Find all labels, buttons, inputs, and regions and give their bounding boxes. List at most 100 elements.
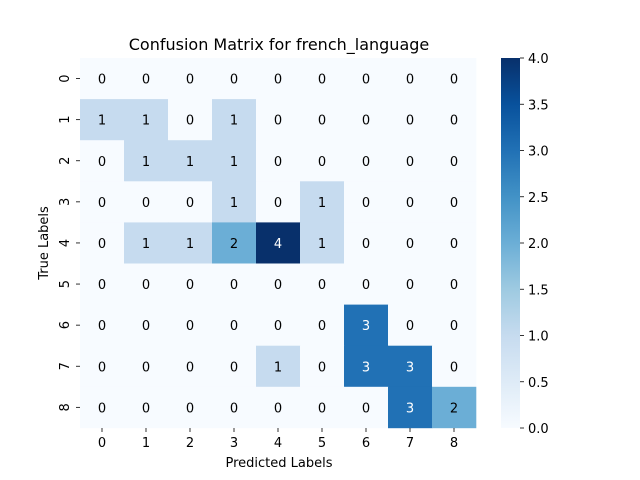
x-tick-label: 7 (406, 436, 414, 451)
y-tick-label: 8 (58, 403, 73, 411)
heatmap-cell (80, 58, 125, 100)
cell-value-label: 0 (406, 114, 414, 129)
heatmap-cell (212, 140, 257, 182)
heatmap-cell (80, 181, 125, 223)
cell-value-label: 0 (186, 319, 194, 334)
heatmap-cell (212, 386, 257, 429)
heatmap-cell (388, 345, 433, 388)
cell-value-label: 2 (450, 401, 458, 416)
heatmap-cell (300, 263, 345, 305)
heatmap-cell (256, 345, 301, 388)
heatmap-cell (432, 304, 477, 346)
cell-value-label: 0 (186, 360, 194, 375)
cell-value-label: 0 (406, 155, 414, 170)
cell-value-label: 0 (450, 360, 458, 375)
heatmap-cell (124, 222, 169, 264)
heatmap-cell (168, 181, 213, 223)
y-tick-label: 7 (58, 362, 73, 370)
x-tick-label: 0 (98, 436, 106, 451)
heatmap-cell (300, 99, 345, 141)
cell-value-label: 0 (450, 114, 458, 129)
cell-value-label: 0 (142, 196, 150, 211)
heatmap-cell (300, 58, 345, 100)
cell-value-label: 0 (142, 360, 150, 375)
cell-value-label: 1 (230, 155, 238, 170)
y-tick-label: 3 (58, 198, 73, 206)
heatmap-cell (256, 99, 301, 141)
colorbar (501, 58, 520, 428)
cell-value-label: 0 (450, 73, 458, 88)
cell-value-label: 0 (362, 196, 370, 211)
heatmap-cell (432, 263, 477, 305)
cell-value-label: 0 (98, 155, 106, 170)
x-tick-label: 3 (230, 436, 238, 451)
x-axis-ticks: 0 1 2 3 4 5 6 7 8 (98, 428, 458, 451)
heatmap-cell (80, 386, 125, 429)
heatmap-cell (80, 140, 125, 182)
cell-value-label: 0 (318, 114, 326, 129)
x-tick-label: 6 (362, 436, 370, 451)
cell-value-label: 0 (274, 401, 282, 416)
cell-value-label: 0 (362, 155, 370, 170)
cell-value-label: 3 (362, 360, 370, 375)
heatmap-cell (124, 181, 169, 223)
heatmap-cell (212, 58, 257, 100)
cell-value-label: 0 (274, 155, 282, 170)
heatmap-cell (124, 140, 169, 182)
heatmap-cell (388, 263, 433, 305)
heatmap-cell (212, 181, 257, 223)
cell-value-label: 0 (98, 196, 106, 211)
heatmap-cell (168, 263, 213, 305)
heatmap-cell (344, 386, 389, 429)
cell-value-label: 0 (230, 319, 238, 334)
heatmap-cell (212, 304, 257, 346)
heatmap-cell (432, 386, 477, 429)
heatmap-cell (344, 263, 389, 305)
cell-value-label: 0 (186, 196, 194, 211)
cell-value-label: 0 (186, 73, 194, 88)
cell-value-label: 0 (362, 73, 370, 88)
cell-value-label: 0 (98, 237, 106, 252)
heatmap-cell (344, 181, 389, 223)
heatmap-cell (300, 140, 345, 182)
x-tick-label: 1 (142, 436, 150, 451)
y-tick-label: 0 (58, 74, 73, 82)
heatmap-cell (168, 304, 213, 346)
heatmap-cell (80, 263, 125, 305)
heatmap-cell (124, 58, 169, 100)
heatmap-cell (212, 99, 257, 141)
cell-value-label: 1 (230, 196, 238, 211)
heatmap-cell (432, 181, 477, 223)
cell-value-label: 0 (406, 237, 414, 252)
cell-value-label: 0 (450, 319, 458, 334)
cell-value-label: 0 (142, 278, 150, 293)
cell-value-label: 0 (274, 73, 282, 88)
cell-value-label: 0 (274, 278, 282, 293)
colorbar-tick-label: 3.5 (528, 98, 549, 113)
cell-value-label: 4 (274, 237, 282, 252)
cell-value-label: 0 (318, 155, 326, 170)
cell-value-label: 0 (230, 278, 238, 293)
cell-value-label: 3 (406, 360, 414, 375)
cell-value-label: 0 (450, 155, 458, 170)
x-axis-label: Predicted Labels (225, 456, 332, 471)
heatmap-cell (300, 345, 345, 388)
heatmap-cell (300, 181, 345, 223)
cell-value-label: 0 (186, 278, 194, 293)
cell-value-label: 3 (406, 401, 414, 416)
y-tick-label: 4 (58, 239, 73, 247)
cell-labels: 0 0 0 0 0 0 0 0 0 1 1 0 1 0 0 0 0 0 0 1 1 1 0 0 0 0 0 0 0 0 1 0 1 0 0 0 0 1 1 2… (98, 73, 458, 417)
cell-value-label: 0 (318, 401, 326, 416)
heatmap-cell (124, 345, 169, 388)
cell-value-label: 0 (186, 114, 194, 129)
heatmap-cells (80, 58, 477, 429)
heatmap-cell (432, 58, 477, 100)
cell-value-label: 0 (230, 73, 238, 88)
heatmap-cell (344, 345, 389, 388)
heatmap-cell (256, 222, 301, 264)
heatmap-cell (344, 99, 389, 141)
cell-value-label: 0 (318, 319, 326, 334)
cell-value-label: 1 (142, 155, 150, 170)
cell-value-label: 0 (98, 401, 106, 416)
cell-value-label: 2 (230, 237, 238, 252)
